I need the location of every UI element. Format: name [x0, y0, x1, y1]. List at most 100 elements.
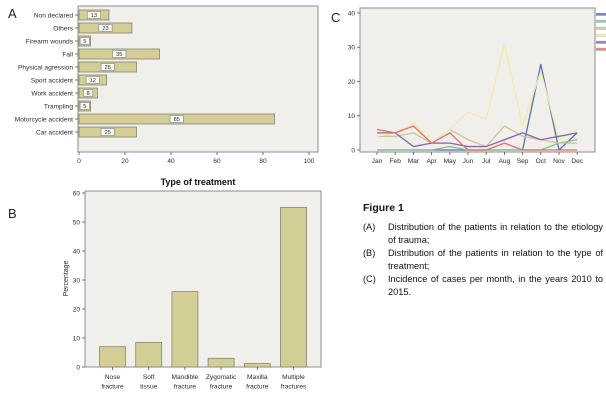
category-label: Mandible fracture: [172, 374, 199, 391]
category-label: Maxilla fracture: [246, 374, 269, 391]
figure-caption: Figure 1 (A) Distribution of the patients…: [363, 202, 603, 299]
x-tick-label: 40: [167, 158, 175, 165]
caption-item: (A) Distribution of the patients in relat…: [363, 221, 603, 247]
value-label: 12: [90, 78, 96, 84]
value-label-box: [100, 128, 115, 136]
month-label: Dec: [571, 158, 583, 165]
y-tick-label: 10: [348, 113, 356, 120]
y-tick-label: 10: [73, 335, 81, 342]
value-label-box: [83, 89, 94, 97]
y-tick-label: 40: [348, 10, 356, 17]
series-green-legend-swatch: [595, 19, 606, 23]
y-tick-label: 0: [351, 147, 355, 154]
value-label-box: [100, 63, 115, 71]
y-tick-label: 0: [76, 364, 80, 371]
x-tick-label: 80: [259, 158, 267, 165]
value-label-box: [79, 102, 90, 110]
value-label: 25: [105, 65, 111, 71]
y-axis-label: Percentage: [63, 260, 70, 296]
caption-item-text: Distribution of the patients in relation…: [388, 222, 603, 246]
category-label: Sport accident: [31, 78, 73, 85]
category-label: Non declared: [34, 13, 74, 20]
figure-caption-title: Figure 1: [363, 202, 404, 214]
series-red-legend-swatch: [595, 47, 606, 51]
value-label: 25: [105, 130, 111, 136]
caption-item-tag: (A): [363, 222, 376, 232]
series-purple-line: [377, 132, 578, 148]
value-label-box: [112, 50, 127, 58]
caption-item: (B) Distribution of the patients in relat…: [363, 247, 603, 273]
value-label: 8: [87, 91, 90, 97]
category-label: Motorcycle accident: [15, 117, 73, 124]
value-label: 5: [83, 104, 86, 110]
value-label-box: [86, 11, 101, 19]
category-label: Fall: [62, 52, 73, 59]
value-label-box: [79, 37, 90, 45]
caption-item: (C) Incidence of cases per month, in the …: [363, 273, 603, 299]
y-tick-label: 40: [73, 248, 81, 255]
panel-b-label: B: [8, 206, 17, 221]
category-label: Firearm wounds: [26, 39, 74, 46]
category-label: Car accident: [36, 130, 73, 137]
month-label: Mar: [408, 158, 420, 165]
series-yellow-line: [376, 43, 578, 144]
plot-area: [359, 7, 596, 153]
bar: [135, 341, 163, 368]
series-blue-legend-swatch: [595, 12, 606, 16]
y-tick-label: 60: [73, 190, 81, 197]
caption-item-text: Distribution of the patients in relation…: [388, 248, 603, 272]
series-yellow-legend-swatch: [595, 33, 606, 37]
y-tick-label: 20: [73, 306, 81, 313]
series-red-line: [376, 125, 578, 151]
value-label: 13: [91, 13, 97, 19]
value-label: 85: [174, 117, 180, 123]
category-label: Trampling: [44, 104, 73, 111]
bar: [99, 346, 126, 368]
value-label: 35: [116, 52, 122, 58]
bar: [243, 363, 271, 368]
y-tick-label: 30: [73, 277, 81, 284]
x-tick-label: 60: [213, 158, 221, 165]
value-label-box: [169, 115, 184, 123]
y-tick-label: 50: [73, 219, 81, 226]
x-tick-label: 20: [121, 158, 129, 165]
bar: [280, 207, 307, 368]
series-tan-line: [377, 125, 578, 148]
caption-item-tag: (C): [363, 274, 376, 285]
caption-item-tag: (B): [363, 248, 376, 259]
month-label: Sep: [517, 158, 529, 165]
treatment-chart-title: Type of treatment: [160, 177, 236, 187]
panel-a-label: A: [8, 6, 17, 21]
figure-caption-items: (A) Distribution of the patients in relat…: [363, 221, 603, 299]
category-label: Zygomatic fracture: [206, 374, 237, 391]
month-label: Jan: [372, 158, 383, 165]
month-label: Aug: [499, 158, 511, 165]
value-label: 23: [102, 26, 108, 32]
month-label: Oct: [536, 158, 546, 165]
y-tick-label: 20: [348, 79, 356, 86]
month-label: Jun: [463, 158, 474, 165]
category-label: Physical agression: [18, 65, 73, 72]
category-label: Others: [53, 26, 73, 33]
x-tick-label: 100: [304, 158, 315, 165]
category-label: Soft tissue: [140, 374, 158, 391]
caption-item-text: Incidence of cases per month, in the yea…: [388, 274, 603, 298]
month-label: Feb: [390, 158, 402, 165]
bar: [207, 357, 235, 368]
month-label: Jul: [482, 158, 491, 165]
y-tick-label: 30: [348, 45, 356, 52]
month-label: Apr: [426, 158, 437, 165]
month-label: May: [444, 158, 457, 165]
panel-c-label: C: [331, 10, 341, 25]
x-tick-label: 0: [77, 158, 81, 165]
category-label: Multiple fractures: [281, 374, 307, 391]
value-label-box: [85, 76, 100, 84]
series-purple-legend-swatch: [595, 40, 606, 44]
etiology-bar-chart: 0 20 40 60 80 100 Non declared 13 Others 23 Firear…: [15, 5, 319, 165]
monthly-incidence-line-chart: 0 10 20 30 40 Jan Feb Mar Apr May Jun Jul Aug Sep Oct N…: [348, 7, 606, 165]
treatment-bar-chart: 0 10 20 30 40 50 60 Percentage Nose fracture Soft t…: [63, 190, 322, 391]
category-label: Work accident: [31, 91, 73, 98]
value-label-box: [98, 24, 113, 32]
value-label: 5: [83, 39, 86, 45]
